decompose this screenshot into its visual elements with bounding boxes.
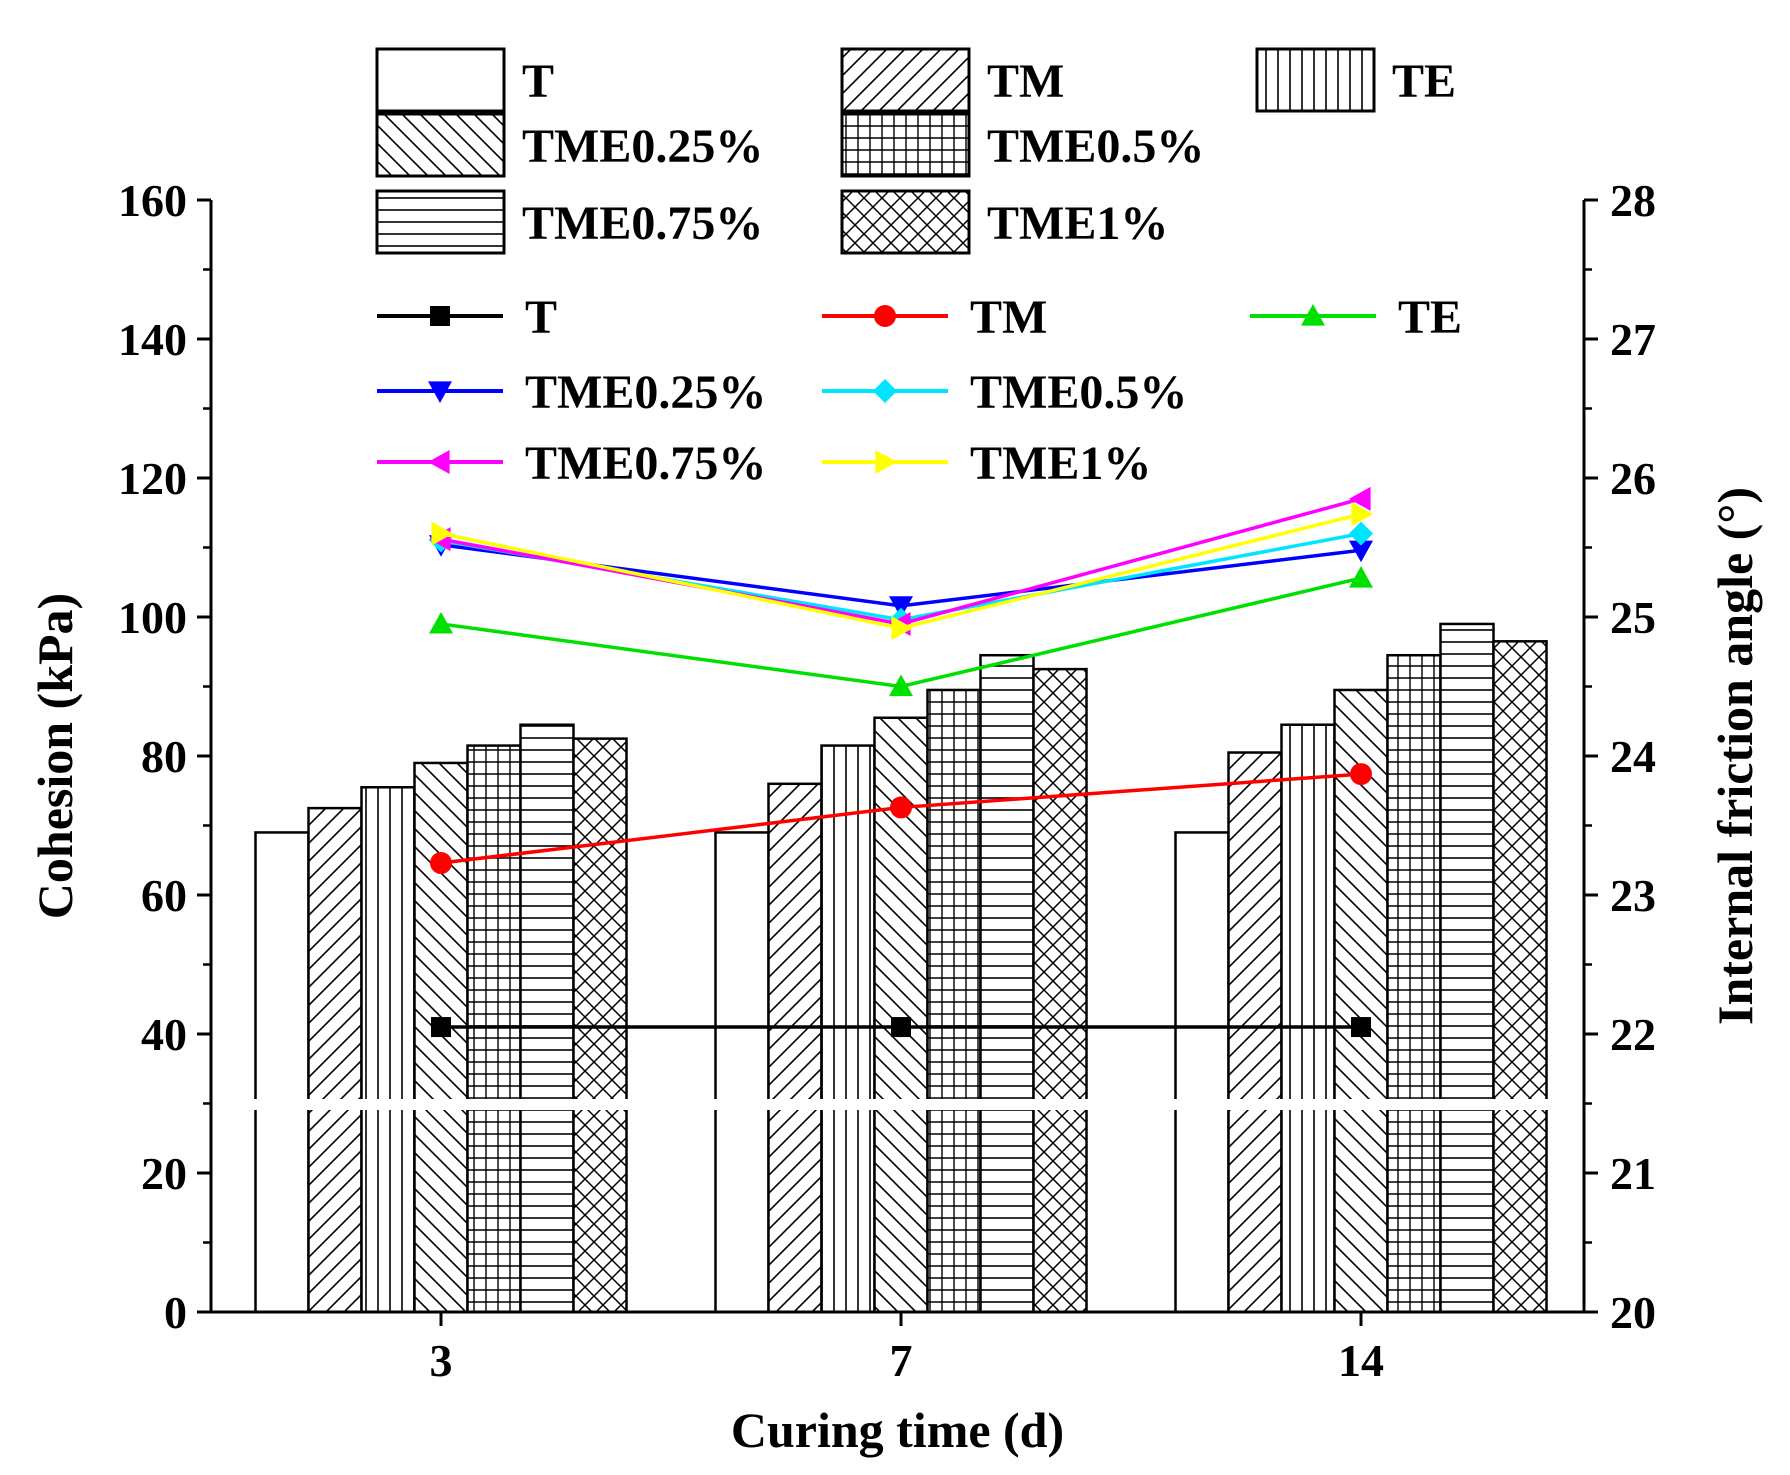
y-right-tick-label: 28	[1610, 175, 1656, 226]
bar-gap-mask	[213, 1099, 1582, 1110]
legend-bar-swatch-TME0.75%	[375, 189, 506, 255]
legend-bar-label-TME0.5%: TME0.5%	[987, 120, 1204, 173]
bar-TME0.5%-7	[926, 688, 982, 1314]
point-TME1%-14	[1351, 502, 1373, 527]
point-TE-7	[889, 674, 913, 697]
point-TM-3	[430, 852, 452, 875]
point-TM-7	[890, 796, 912, 819]
legend: T TM TE TME0.25% TME0.5% TME0.75% TME1% T TM TE TM…	[375, 47, 1462, 490]
point-TE-14	[1349, 566, 1373, 588]
bar-TM-3	[307, 806, 363, 1314]
legend-line-marker-TME0.25%	[428, 381, 452, 403]
bar-TE-14	[1280, 723, 1336, 1314]
bar-T-7	[714, 831, 770, 1314]
point-TME0.5%-14	[1349, 521, 1373, 546]
y-left-tick-label: 20	[141, 1148, 187, 1199]
legend-bar-label-TE: TE	[1392, 55, 1456, 108]
legend-line-label-TE: TE	[1398, 291, 1462, 344]
legend-bar-label-TM: TM	[987, 55, 1064, 108]
bar-TE-3	[360, 786, 416, 1314]
y-left-tick-label: 160	[118, 175, 187, 226]
legend-bar-swatch-T	[375, 47, 506, 113]
point-T-3	[431, 1017, 451, 1038]
y-left-tick-label: 80	[141, 731, 187, 782]
bar-TM-7	[767, 782, 823, 1314]
y-left-tick-label: 140	[118, 314, 187, 365]
legend-bar-label-T: T	[522, 55, 554, 108]
y-left-tick-label: 60	[141, 870, 187, 921]
legend-line-label-T: T	[525, 291, 557, 344]
bar-TME1%-14	[1492, 640, 1548, 1314]
axes-layer: 0 20 40 60 80 100 120 140 160 20 21 22 23 24 25 26 27 28 3…	[118, 175, 1656, 1386]
y-right-tick-label: 27	[1610, 314, 1656, 365]
legend-bar-swatch-TE	[1255, 47, 1376, 113]
y-axis-right-title: Internal friction angle (°)	[1707, 487, 1763, 1025]
point-TME0.25%-14	[1349, 540, 1373, 563]
legend-line-label-TME0.5%: TME0.5%	[970, 366, 1187, 419]
y-right-tick-label: 24	[1610, 731, 1656, 782]
bar-TME0.75%-3	[519, 723, 575, 1314]
bar-T-3	[254, 831, 310, 1314]
legend-bar-swatch-TME0.25%	[375, 112, 506, 178]
bar-TME0.25%-3	[413, 761, 469, 1314]
legend-line-label-TME0.25%: TME0.25%	[525, 366, 766, 419]
y-right-tick-label: 21	[1610, 1148, 1656, 1199]
y-left-tick-label: 120	[118, 453, 187, 504]
x-tick-label: 7	[890, 1335, 913, 1386]
point-TME1%-3	[431, 521, 453, 546]
x-axis-title: Curing time (d)	[731, 1402, 1064, 1458]
legend-line-label-TME1%: TME1%	[970, 437, 1151, 490]
legend-line-label-TM: TM	[970, 291, 1047, 344]
point-TME0.75%-14	[1349, 486, 1371, 511]
point-TM-14	[1350, 763, 1372, 786]
legend-bar-label-TME0.25%: TME0.25%	[522, 120, 763, 173]
legend-bar-label-TME0.75%: TME0.75%	[522, 197, 763, 250]
lines-layer	[429, 486, 1373, 1038]
bar-TME0.5%-14	[1386, 653, 1442, 1314]
point-T-7	[891, 1017, 911, 1038]
bars-layer	[254, 622, 1548, 1314]
y-axis-left-title: Cohesion (kPa)	[27, 593, 83, 919]
y-left-tick-label: 40	[141, 1009, 187, 1060]
legend-line-label-TME0.75%: TME0.75%	[525, 437, 766, 490]
y-right-tick-label: 22	[1610, 1009, 1656, 1060]
y-left-tick-label: 0	[164, 1287, 187, 1338]
point-T-14	[1351, 1017, 1371, 1038]
y-right-tick-label: 20	[1610, 1287, 1656, 1338]
legend-line-marker-TE	[1301, 304, 1325, 326]
point-TE-3	[429, 611, 453, 634]
legend-line-marker-TME0.75%	[428, 450, 450, 474]
legend-line-marker-T	[430, 306, 450, 326]
bar-TME0.75%-7	[979, 653, 1035, 1314]
legend-bar-swatch-TME0.5%	[840, 112, 971, 178]
legend-line-marker-TME1%	[875, 450, 897, 474]
point-TME0.25%-7	[889, 596, 913, 618]
bar-TM-14	[1227, 751, 1283, 1314]
bar-T-14	[1174, 831, 1230, 1314]
legend-line-marker-TME0.5%	[873, 379, 897, 403]
x-tick-label: 14	[1338, 1335, 1384, 1386]
y-right-tick-label: 25	[1610, 592, 1656, 643]
point-TME1%-7	[891, 616, 913, 641]
legend-bar-swatch-TME1%	[840, 189, 971, 255]
y-right-tick-label: 26	[1610, 453, 1656, 504]
x-tick-label: 3	[430, 1335, 453, 1386]
bar-TME1%-7	[1032, 667, 1088, 1314]
y-left-tick-label: 100	[118, 592, 187, 643]
legend-line-marker-TM	[874, 305, 896, 327]
y-right-tick-label: 23	[1610, 870, 1656, 921]
bar-TME0.75%-14	[1439, 622, 1495, 1314]
legend-bar-swatch-TM	[840, 47, 971, 113]
legend-bar-label-TME1%: TME1%	[987, 197, 1168, 250]
